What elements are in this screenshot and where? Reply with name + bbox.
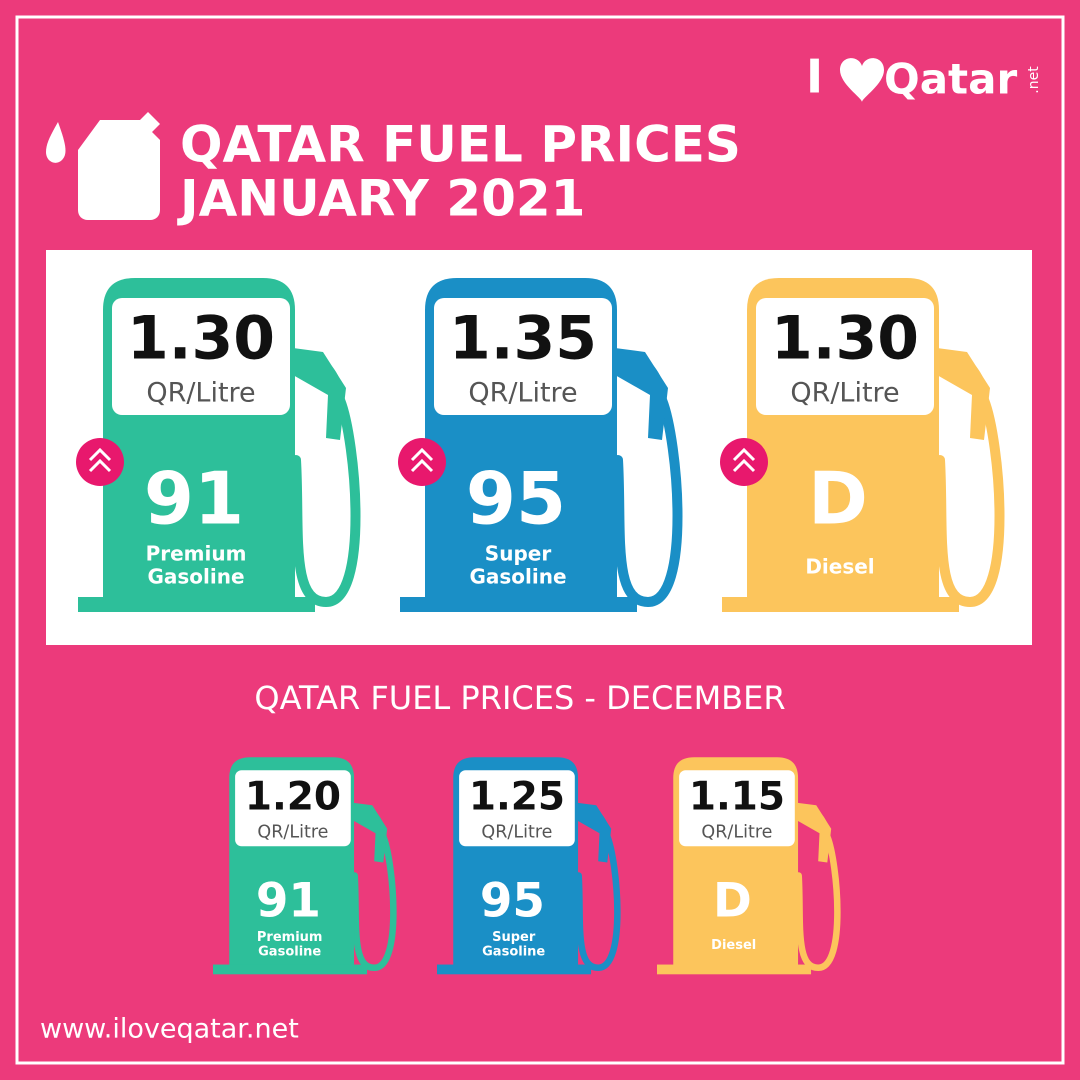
grade: 91: [144, 457, 244, 541]
pump-base: [400, 597, 637, 612]
increase-arrow: [88, 447, 112, 473]
fuel-name: Gasoline: [258, 945, 321, 960]
fuel-name: Premium: [146, 542, 247, 566]
pump-base: [437, 964, 592, 975]
unit: QR/Litre: [481, 823, 552, 843]
fuel-name: Gasoline: [147, 565, 244, 589]
pump-display: [235, 770, 351, 847]
unit: QR/Litre: [146, 378, 255, 409]
grade: 95: [480, 875, 545, 929]
pump-nozzle: [937, 348, 990, 440]
frame: [15, 15, 1065, 1065]
logo-word: Qatar: [884, 55, 1017, 104]
price: 1.20: [245, 774, 341, 819]
fuel-name: Diesel: [711, 938, 756, 953]
pump-nozzle: [352, 802, 388, 863]
price: 1.25: [469, 774, 565, 819]
section-heading: QATAR FUEL PRICES - DECEMBER: [254, 679, 785, 717]
pump-display: [434, 298, 612, 415]
price: 1.15: [689, 774, 785, 819]
title-line: JANUARY 2021: [177, 170, 585, 228]
grade: 95: [466, 457, 566, 541]
fuel-name: Premium: [257, 930, 323, 945]
pump-display: [679, 770, 795, 847]
pump-display: [112, 298, 290, 415]
pump-display: [756, 298, 934, 415]
pump-display: [459, 770, 575, 847]
pump-base: [722, 597, 959, 612]
unit: QR/Litre: [468, 378, 577, 409]
fuel-can-icon: [46, 112, 160, 220]
logo-i: I: [806, 50, 823, 104]
website: www.iloveqatar.net: [40, 1014, 299, 1045]
unit: QR/Litre: [790, 378, 899, 409]
title-line: QATAR FUEL PRICES: [180, 116, 741, 174]
logo-suffix: .net: [1026, 66, 1042, 94]
pump-base: [213, 964, 368, 975]
fuel-name: Gasoline: [469, 565, 566, 589]
increase-arrow: [732, 447, 756, 473]
logo-heart: [840, 58, 884, 102]
increase-arrow: [410, 447, 434, 473]
pump-base: [657, 964, 812, 975]
price: 1.35: [449, 304, 597, 374]
price: 1.30: [127, 304, 275, 374]
fuel-name: Super: [485, 542, 552, 566]
fuel-name: Super: [492, 930, 536, 945]
fuel-name: Gasoline: [482, 945, 545, 960]
grade: D: [713, 875, 752, 929]
price: 1.30: [771, 304, 919, 374]
unit: QR/Litre: [257, 823, 328, 843]
pump-base: [78, 597, 315, 612]
pump-nozzle: [576, 802, 612, 863]
unit: QR/Litre: [701, 823, 772, 843]
pump-nozzle: [615, 348, 668, 440]
pump-nozzle: [293, 348, 346, 440]
pump-nozzle: [796, 802, 832, 863]
fuel-name: Diesel: [805, 555, 874, 579]
grade: D: [808, 457, 868, 541]
fuel-pump: 1.15 QR/Litre D Diesel: [657, 757, 841, 975]
fuel-pump: 1.30 QR/Litre D Diesel: [720, 278, 1005, 612]
grade: 91: [256, 875, 321, 929]
